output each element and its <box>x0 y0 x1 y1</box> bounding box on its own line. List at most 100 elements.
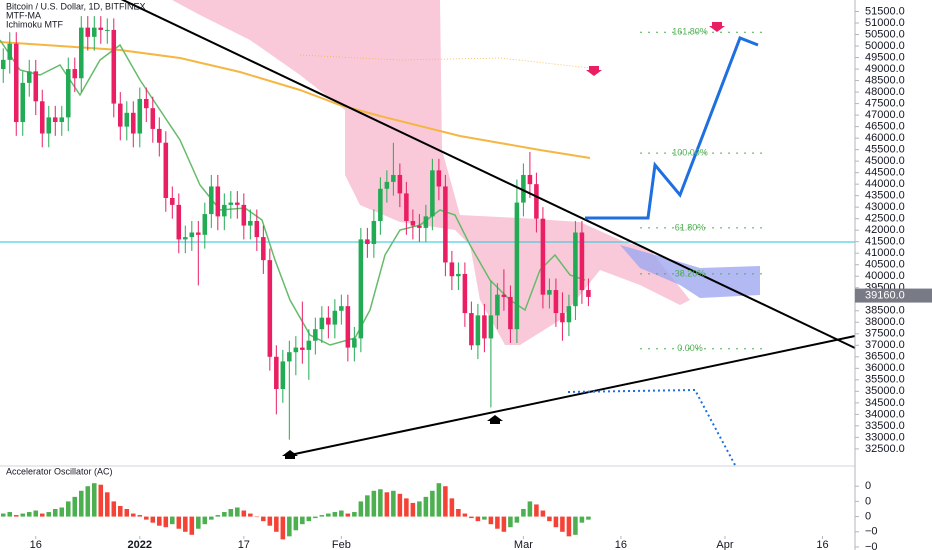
candle-body <box>209 186 214 215</box>
oscillator-bar <box>72 496 78 517</box>
y-tick-label: 46500.0 <box>865 121 905 133</box>
oscillator-bar <box>163 516 169 528</box>
candle-body <box>339 306 344 311</box>
y-tick-label: 43500.0 <box>865 190 905 202</box>
candle-body <box>462 273 468 314</box>
y-tick-label: 46000.0 <box>865 132 905 144</box>
candle-body <box>261 237 266 261</box>
candle-body <box>20 82 26 123</box>
y-tick-label: 47000.0 <box>865 109 905 121</box>
y-tick-label: 37000.0 <box>865 339 905 351</box>
candle-body <box>566 306 572 323</box>
oscillator-bar <box>202 516 208 525</box>
oscillator-bar <box>475 516 481 522</box>
y-tick-label: 37500.0 <box>865 328 905 340</box>
oscillator-bar <box>586 516 591 520</box>
oscillator-bar <box>449 498 455 517</box>
y-tick-label: 38500.0 <box>865 305 905 317</box>
oscillator-bar <box>417 501 422 517</box>
oscillator-bar <box>579 516 585 523</box>
candle-body <box>196 232 201 235</box>
oscillator-bar <box>553 516 559 528</box>
y-tick-label: 38000.0 <box>865 316 905 328</box>
oscillator-bar <box>92 483 97 517</box>
oscillator-bar <box>560 516 565 532</box>
oscillator-bar <box>501 516 507 532</box>
candle-body <box>176 204 182 240</box>
y-tick-label: 33000.0 <box>865 431 905 443</box>
oscillator-bar <box>274 516 279 532</box>
oscillator-bar <box>540 510 546 517</box>
oscillator-bar <box>339 510 344 517</box>
indicator-label: MTF-MA <box>6 10 41 20</box>
candle-body <box>222 204 227 217</box>
candle-body <box>65 69 71 118</box>
oscillator-bar <box>183 516 188 532</box>
candle-body <box>267 260 273 357</box>
oscillator-bar <box>241 510 247 517</box>
oscillator-bar <box>566 516 572 537</box>
oscillator-bar <box>488 516 494 525</box>
descending-trend-line <box>120 0 856 349</box>
oscillator-bar <box>508 516 513 528</box>
candle-body <box>384 181 390 189</box>
candle-body <box>547 290 552 295</box>
candle-body <box>495 294 500 316</box>
oscillator-bar <box>209 516 214 520</box>
candle-body <box>527 174 533 185</box>
oscillator-bar <box>13 515 19 517</box>
y-tick-label: 35500.0 <box>865 374 905 386</box>
oscillator-bar <box>313 516 318 519</box>
oscillator-bar <box>0 513 6 517</box>
candle-body <box>228 202 234 205</box>
fib-label: 161.80% <box>672 27 708 37</box>
oscillator-bar <box>215 515 221 517</box>
price-tag-box <box>855 288 932 303</box>
oscillator-bar <box>326 513 331 517</box>
candle-body <box>235 202 240 205</box>
y-tick-label: 45000.0 <box>865 155 905 167</box>
oscillator-bar <box>137 515 143 517</box>
fib-label: 100.00% <box>672 147 708 157</box>
candle-body <box>371 220 377 245</box>
candle-body <box>300 347 305 350</box>
candle-body <box>573 232 578 307</box>
candle-body <box>105 29 110 31</box>
candle-body <box>482 315 487 339</box>
oscillator-bar <box>170 516 175 525</box>
oscillator-bar <box>462 513 468 517</box>
osc-tick-label: 0 <box>865 495 871 507</box>
price-axis <box>855 0 932 550</box>
ichimoku-cloud-bullish <box>620 245 760 298</box>
oscillator-bar <box>111 501 117 517</box>
candle-body <box>475 315 481 346</box>
candle-body <box>410 220 416 226</box>
candle-body <box>514 202 520 330</box>
oscillator-bar <box>65 501 71 517</box>
oscillator-bar <box>384 492 390 517</box>
candle-body <box>534 184 539 219</box>
candle-body <box>144 98 149 109</box>
candle-body <box>319 317 325 330</box>
oscillator-bar <box>306 516 312 522</box>
oscillator-bar <box>196 516 201 529</box>
oscillator-bar <box>391 490 396 517</box>
candle-body <box>59 117 65 123</box>
candle-body <box>378 188 383 221</box>
oscillator-bar <box>332 512 338 517</box>
oscillator-bar <box>300 516 305 525</box>
down-arrow <box>709 22 725 32</box>
fib-label: 38.20% <box>675 268 706 278</box>
candle-body <box>449 262 455 277</box>
oscillator <box>0 483 591 540</box>
oscillator-bar <box>293 516 299 531</box>
candle-body <box>183 237 188 240</box>
y-tick-label: 36000.0 <box>865 362 905 374</box>
candle-body <box>293 347 299 353</box>
oscillator-bar <box>469 516 474 519</box>
chart-title: Bitcoin / U.S. Dollar, 1D, BITFINEX <box>6 1 146 11</box>
y-tick-label: 50500.0 <box>865 28 905 40</box>
oscillator-bar <box>78 490 84 517</box>
oscillator-bar <box>176 516 182 529</box>
oscillator-bar <box>131 513 136 517</box>
